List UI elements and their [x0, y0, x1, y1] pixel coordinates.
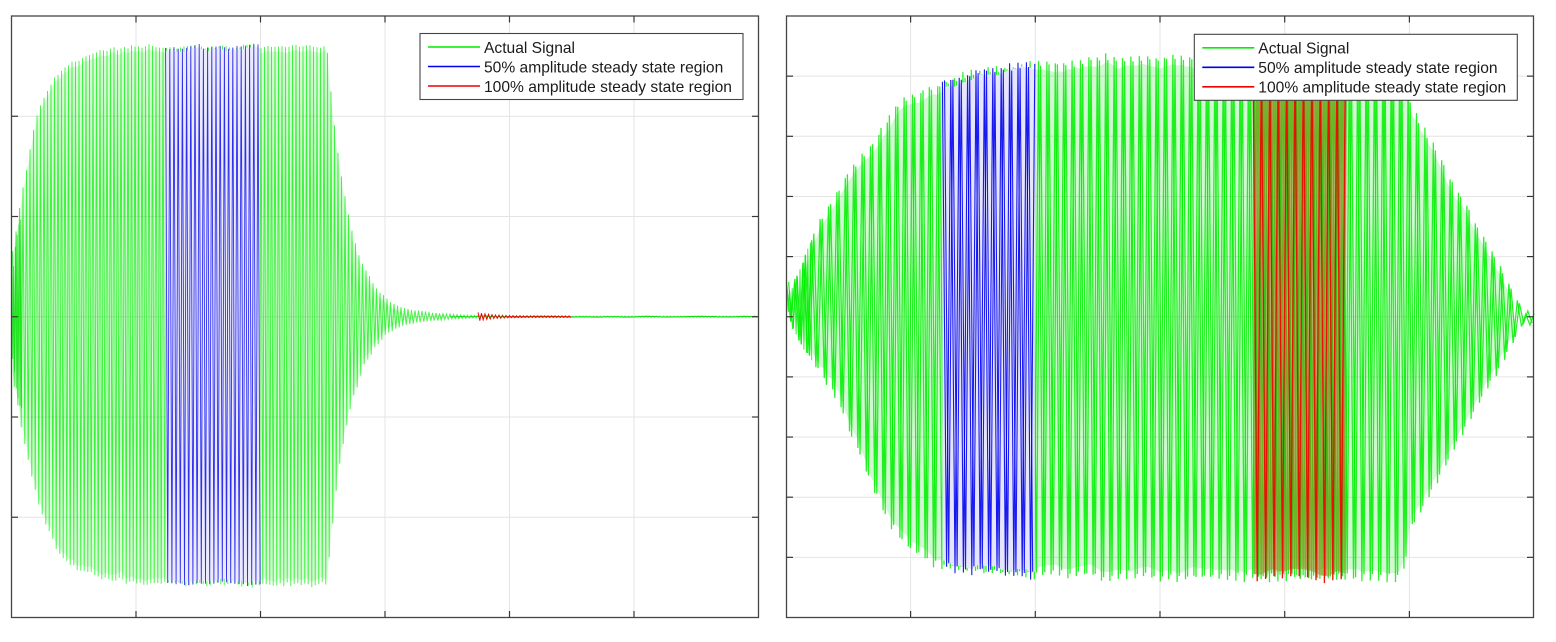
- svg-text:100% amplitude steady state re: 100% amplitude steady state region: [1258, 80, 1506, 97]
- svg-text:Actual Signal: Actual Signal: [1258, 41, 1349, 58]
- svg-text:50% amplitude steady state reg: 50% amplitude steady state region: [1258, 60, 1497, 77]
- svg-text:50% amplitude steady state reg: 50% amplitude steady state region: [484, 59, 723, 76]
- svg-text:Actual Signal: Actual Signal: [484, 40, 575, 57]
- svg-text:100% amplitude steady state re: 100% amplitude steady state region: [484, 79, 732, 96]
